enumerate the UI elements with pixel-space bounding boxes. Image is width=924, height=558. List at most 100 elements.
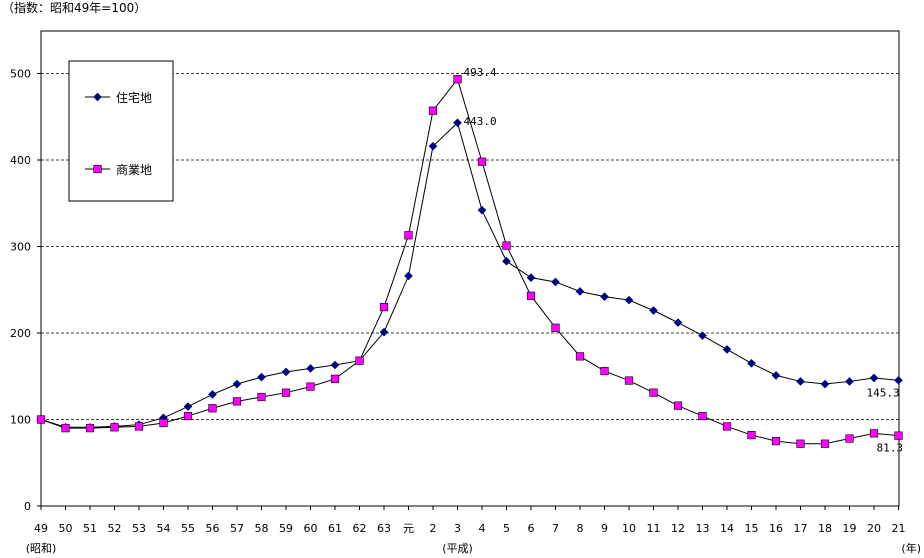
data-point-diamond xyxy=(600,292,609,301)
data-point-square xyxy=(257,392,266,402)
data-point-diamond xyxy=(796,377,805,386)
data-point-diamond xyxy=(771,371,781,380)
data-point-square xyxy=(208,404,217,413)
data-point-diamond xyxy=(183,402,193,411)
data-point-diamond xyxy=(845,377,854,386)
legend-label: 商業地 xyxy=(116,162,152,177)
x-tick-label: 51 xyxy=(83,522,97,535)
data-point-square xyxy=(575,352,585,361)
data-point-diamond xyxy=(257,372,266,382)
data-point-diamond xyxy=(551,277,560,287)
era-label: (昭和) xyxy=(26,542,57,554)
x-tick-label: 15 xyxy=(745,522,759,535)
series-commercial xyxy=(36,75,903,448)
x-tick-label: 20 xyxy=(867,522,881,535)
x-tick-label: 18 xyxy=(818,522,832,535)
x-tick-label: 10 xyxy=(622,522,636,535)
data-point-square xyxy=(771,437,781,446)
x-tick-label: 62 xyxy=(353,522,367,535)
x-tick-label: 55 xyxy=(181,522,195,535)
data-point-diamond xyxy=(649,306,658,315)
data-point-diamond xyxy=(869,373,879,383)
data-point-diamond xyxy=(502,256,511,266)
data-point-diamond xyxy=(428,141,438,151)
y-tick-label: 300 xyxy=(10,241,31,254)
data-point-square xyxy=(306,382,315,391)
x-tick-label: 11 xyxy=(647,522,661,535)
x-tick-label: 9 xyxy=(601,522,608,535)
data-point-square xyxy=(93,164,102,174)
x-tick-label: 3 xyxy=(454,522,461,535)
x-tick-label: 17 xyxy=(794,522,808,535)
legend-label: 住宅地 xyxy=(116,90,152,105)
data-point-diamond xyxy=(894,376,903,385)
x-tick-label: 49 xyxy=(34,522,48,535)
x-tick-label: 13 xyxy=(696,522,710,535)
legend-box xyxy=(68,60,174,202)
data-point-square xyxy=(526,291,536,300)
plot-frame xyxy=(40,30,900,507)
data-point-square xyxy=(134,422,144,431)
data-point-square xyxy=(110,423,119,432)
x-tick-label: 57 xyxy=(230,522,244,535)
data-point-diamond xyxy=(698,331,707,340)
data-point-diamond xyxy=(820,379,830,389)
data-point-diamond xyxy=(232,379,242,389)
data-label: 493.4 xyxy=(464,66,497,79)
x-tick-label: 59 xyxy=(279,522,293,535)
data-point-square xyxy=(722,422,732,431)
data-point-diamond xyxy=(453,118,462,128)
data-point-square xyxy=(869,429,879,438)
x-axis-ticks: 49 50 51 52 53 54 55 56 57 58 59 60 61 62 63 元 2 3 4 5 6 7 8 9 1… xyxy=(26,506,921,555)
data-point-square xyxy=(477,157,487,166)
data-point-diamond xyxy=(93,92,102,102)
x-tick-label: 58 xyxy=(255,522,269,535)
data-point-square xyxy=(649,388,658,397)
x-tick-label: 6 xyxy=(528,522,535,535)
data-point-square xyxy=(379,302,389,312)
x-tick-label: 52 xyxy=(108,522,122,535)
series-layer xyxy=(36,75,903,448)
y-axis-ticks: 0 100 200 300 400 500 xyxy=(10,68,41,513)
x-tick-label: 14 xyxy=(720,522,734,535)
x-tick-label: 12 xyxy=(671,522,685,535)
data-label: 81.3 xyxy=(877,442,904,455)
data-point-square xyxy=(698,411,707,421)
x-tick-label: 16 xyxy=(769,522,783,535)
x-tick-label: 7 xyxy=(552,522,559,535)
data-label: 443.0 xyxy=(464,115,497,128)
unit-note: （指数：昭和49年=100） xyxy=(2,0,146,15)
data-point-square xyxy=(820,439,830,448)
data-point-diamond xyxy=(208,390,217,399)
data-point-square xyxy=(232,397,242,406)
data-point-square xyxy=(747,430,756,440)
data-point-diamond xyxy=(306,364,315,373)
data-point-square xyxy=(85,424,95,433)
data-point-square xyxy=(845,434,854,443)
data-point-diamond xyxy=(281,367,291,377)
data-point-square xyxy=(61,424,70,433)
data-point-square xyxy=(159,418,168,428)
x-tick-label: 54 xyxy=(157,522,171,535)
data-point-diamond xyxy=(330,360,340,370)
data-point-square xyxy=(183,411,193,421)
x-tick-label: 4 xyxy=(479,522,486,535)
x-tick-label: 元 xyxy=(403,522,414,535)
data-point-square xyxy=(551,323,560,332)
data-point-square xyxy=(330,374,340,383)
data-point-square xyxy=(796,439,805,448)
data-point-diamond xyxy=(379,327,389,337)
data-point-square xyxy=(428,106,438,115)
data-point-diamond xyxy=(477,205,487,215)
y-tick-label: 0 xyxy=(24,500,31,513)
x-unit-label: (年) xyxy=(901,541,921,554)
data-point-square xyxy=(673,401,683,410)
x-tick-label: 19 xyxy=(843,522,857,535)
data-point-square xyxy=(404,231,413,240)
data-point-diamond xyxy=(404,271,413,281)
data-point-diamond xyxy=(624,295,634,305)
era-label: (平成) xyxy=(442,542,473,554)
x-tick-label: 5 xyxy=(503,522,510,535)
